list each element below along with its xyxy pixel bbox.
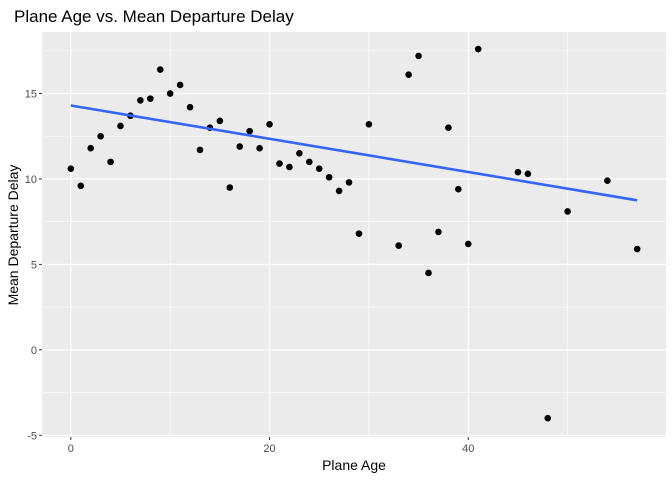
data-point [415, 52, 422, 60]
data-point [286, 163, 293, 171]
y-tick-label: 10 [25, 174, 37, 186]
data-point [246, 127, 253, 135]
data-point [455, 185, 462, 193]
data-point [156, 66, 164, 73]
data-point [464, 240, 472, 248]
data-point [604, 177, 611, 184]
data-point [216, 117, 224, 125]
data-point [87, 144, 94, 152]
data-point [325, 173, 333, 181]
data-point [524, 170, 532, 178]
data-point [315, 165, 323, 173]
minor-gridlines [42, 32, 666, 437]
major-gridlines [42, 32, 666, 437]
data-point [335, 187, 343, 195]
y-tick-label: 15 [25, 89, 37, 101]
data-point [395, 242, 403, 249]
data-point [445, 124, 452, 131]
data-point [435, 228, 442, 236]
x-axis-ticks: 0 20 40 [68, 437, 474, 455]
plot-panel [42, 32, 666, 437]
data-point [266, 120, 273, 128]
data-point [107, 158, 114, 166]
y-tick-label: -5 [27, 430, 37, 442]
data-point [514, 168, 522, 176]
data-point [276, 160, 283, 167]
data-points [67, 45, 641, 422]
x-axis-title: Plane Age [322, 457, 386, 473]
data-point [296, 150, 303, 157]
data-point [236, 143, 244, 150]
trend-line [70, 104, 638, 202]
chart-title: Plane Age vs. Mean Departure Delay [14, 7, 294, 26]
data-point [474, 45, 482, 53]
y-axis-ticks: -5 0 5 10 15 [25, 89, 42, 442]
data-point [405, 71, 412, 79]
y-tick-label: 5 [31, 259, 37, 271]
data-point [345, 179, 353, 186]
y-axis-title: Mean Departure Delay [5, 165, 21, 306]
data-point [67, 165, 75, 173]
data-point [365, 120, 373, 128]
data-point [256, 144, 263, 152]
data-point [355, 230, 363, 237]
data-point [137, 97, 144, 104]
data-point [77, 182, 85, 190]
data-point [425, 269, 432, 277]
data-point [176, 81, 184, 89]
data-point [196, 146, 204, 154]
x-tick-label: 20 [263, 443, 275, 455]
data-point [544, 414, 552, 422]
data-point [186, 103, 194, 111]
data-point [147, 95, 154, 102]
data-point [564, 208, 571, 215]
data-point [97, 132, 104, 140]
data-point [226, 184, 234, 191]
x-tick-label: 0 [68, 443, 74, 455]
data-point [633, 245, 641, 253]
x-tick-label: 40 [462, 443, 474, 455]
data-point [166, 90, 174, 97]
y-tick-label: 0 [31, 345, 37, 357]
data-point [305, 158, 313, 166]
data-point [117, 122, 124, 130]
